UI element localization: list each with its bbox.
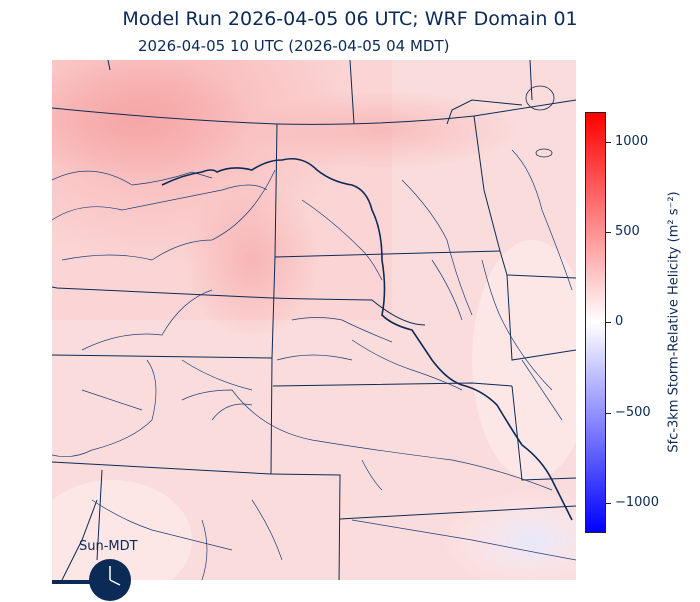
field-low-east xyxy=(472,240,576,480)
colorbar-tick-label: 1000 xyxy=(615,134,649,149)
clock-icon xyxy=(89,559,131,601)
lake-of-the-woods xyxy=(525,85,555,111)
colorbar-tick xyxy=(606,413,611,414)
missouri-river xyxy=(161,157,573,521)
field-low-southeast xyxy=(442,490,576,580)
colorbar-tick xyxy=(606,232,611,233)
helicity-map xyxy=(52,60,576,580)
field-peak-montana xyxy=(52,60,252,180)
field-low-southwest xyxy=(52,480,192,580)
state-boundaries xyxy=(52,60,576,580)
map-title: Model Run 2026-04-05 06 UTC; WRF Domain … xyxy=(122,8,578,30)
clock-label: Sun-MDT xyxy=(79,539,138,554)
colorbar-label: Sfc-3km Storm-Relative Helicity (m² s⁻²) xyxy=(666,191,682,453)
colorbar-tick-label: 0 xyxy=(615,314,624,329)
colorbar-tick xyxy=(606,503,611,504)
clock-timeline-bar xyxy=(52,580,102,584)
rivers xyxy=(52,149,576,580)
colorbar-tick xyxy=(606,142,611,143)
colorbar-tick xyxy=(606,322,611,323)
lake xyxy=(535,148,553,158)
field-peak-wyoming xyxy=(182,180,322,340)
colorbar-tick-label: −1000 xyxy=(615,495,659,510)
valid-time: 2026-04-05 10 UTC (2026-04-05 04 MDT) xyxy=(138,37,450,55)
colorbar-tick-label: −500 xyxy=(615,405,651,420)
map-svg xyxy=(52,60,576,580)
colorbar-tick-label: 500 xyxy=(615,224,640,239)
colorbar xyxy=(585,112,606,533)
